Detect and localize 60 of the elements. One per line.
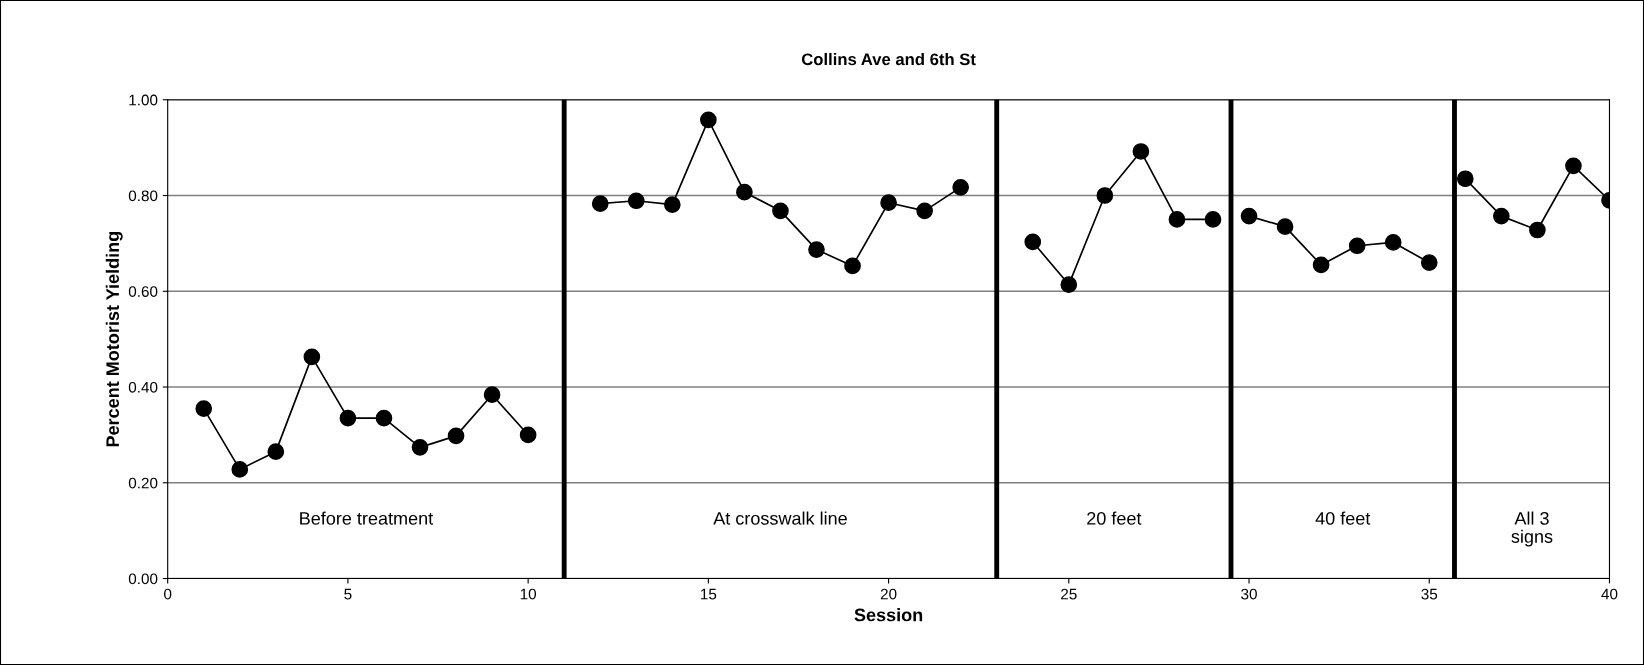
y-tick-label: 0.00 — [128, 573, 158, 585]
point — [952, 179, 970, 196]
point — [700, 111, 717, 129]
point — [1384, 234, 1402, 251]
chart-title: Collins Ave and 6th St — [801, 52, 976, 66]
point — [880, 194, 897, 212]
x-tick-label: 20 — [880, 588, 897, 600]
point — [772, 202, 789, 220]
y-tick-label: 0.20 — [128, 477, 158, 489]
x-tick-label: 25 — [1061, 588, 1077, 600]
point — [591, 195, 609, 212]
point — [1204, 211, 1222, 228]
point — [627, 192, 645, 210]
point — [195, 400, 213, 417]
annotation: Before treatment — [300, 511, 434, 525]
point — [1348, 237, 1366, 255]
point — [1060, 276, 1078, 293]
point — [303, 348, 321, 366]
point — [1529, 221, 1546, 239]
x-tick-label: 10 — [520, 588, 537, 600]
point — [916, 202, 933, 220]
point — [736, 183, 753, 201]
annotation: 20 feet — [1087, 511, 1142, 525]
x-tick-label: 40 — [1601, 588, 1618, 600]
annotation: At crosswalk line — [713, 511, 847, 525]
x-tick-label: 15 — [701, 588, 717, 600]
point — [1276, 218, 1294, 235]
point — [1132, 143, 1150, 160]
annotation: All 3 signs — [1511, 511, 1553, 547]
point — [447, 427, 465, 445]
point — [483, 386, 501, 404]
point — [375, 409, 393, 427]
point — [1312, 256, 1330, 274]
point — [1024, 233, 1042, 251]
annotation: 40 feet — [1315, 511, 1371, 525]
y-tick-label: 1.00 — [129, 94, 158, 106]
point — [1168, 211, 1186, 228]
point — [231, 461, 249, 478]
x-tick-label: 35 — [1421, 588, 1438, 600]
y-tick-label: 0.80 — [128, 190, 158, 202]
point — [339, 409, 357, 427]
y-tick-label: 0.60 — [128, 286, 158, 297]
x-tick-label: 5 — [344, 588, 352, 600]
x-axis-title: Session — [854, 608, 923, 622]
point — [1240, 207, 1258, 225]
point — [1456, 170, 1474, 188]
x-tick-label: 30 — [1241, 588, 1257, 600]
point — [1096, 187, 1114, 204]
point — [267, 443, 285, 461]
x-tick-label: 0 — [164, 588, 172, 600]
point — [808, 241, 825, 258]
point — [844, 257, 861, 275]
y-axis-title: Percent Motorist Yielding — [105, 232, 123, 447]
point — [411, 439, 429, 456]
point — [519, 426, 537, 444]
point — [1493, 207, 1510, 225]
point — [663, 196, 681, 213]
y-tick-label: 0.40 — [128, 381, 158, 393]
point — [1565, 157, 1582, 175]
point — [1420, 254, 1438, 271]
